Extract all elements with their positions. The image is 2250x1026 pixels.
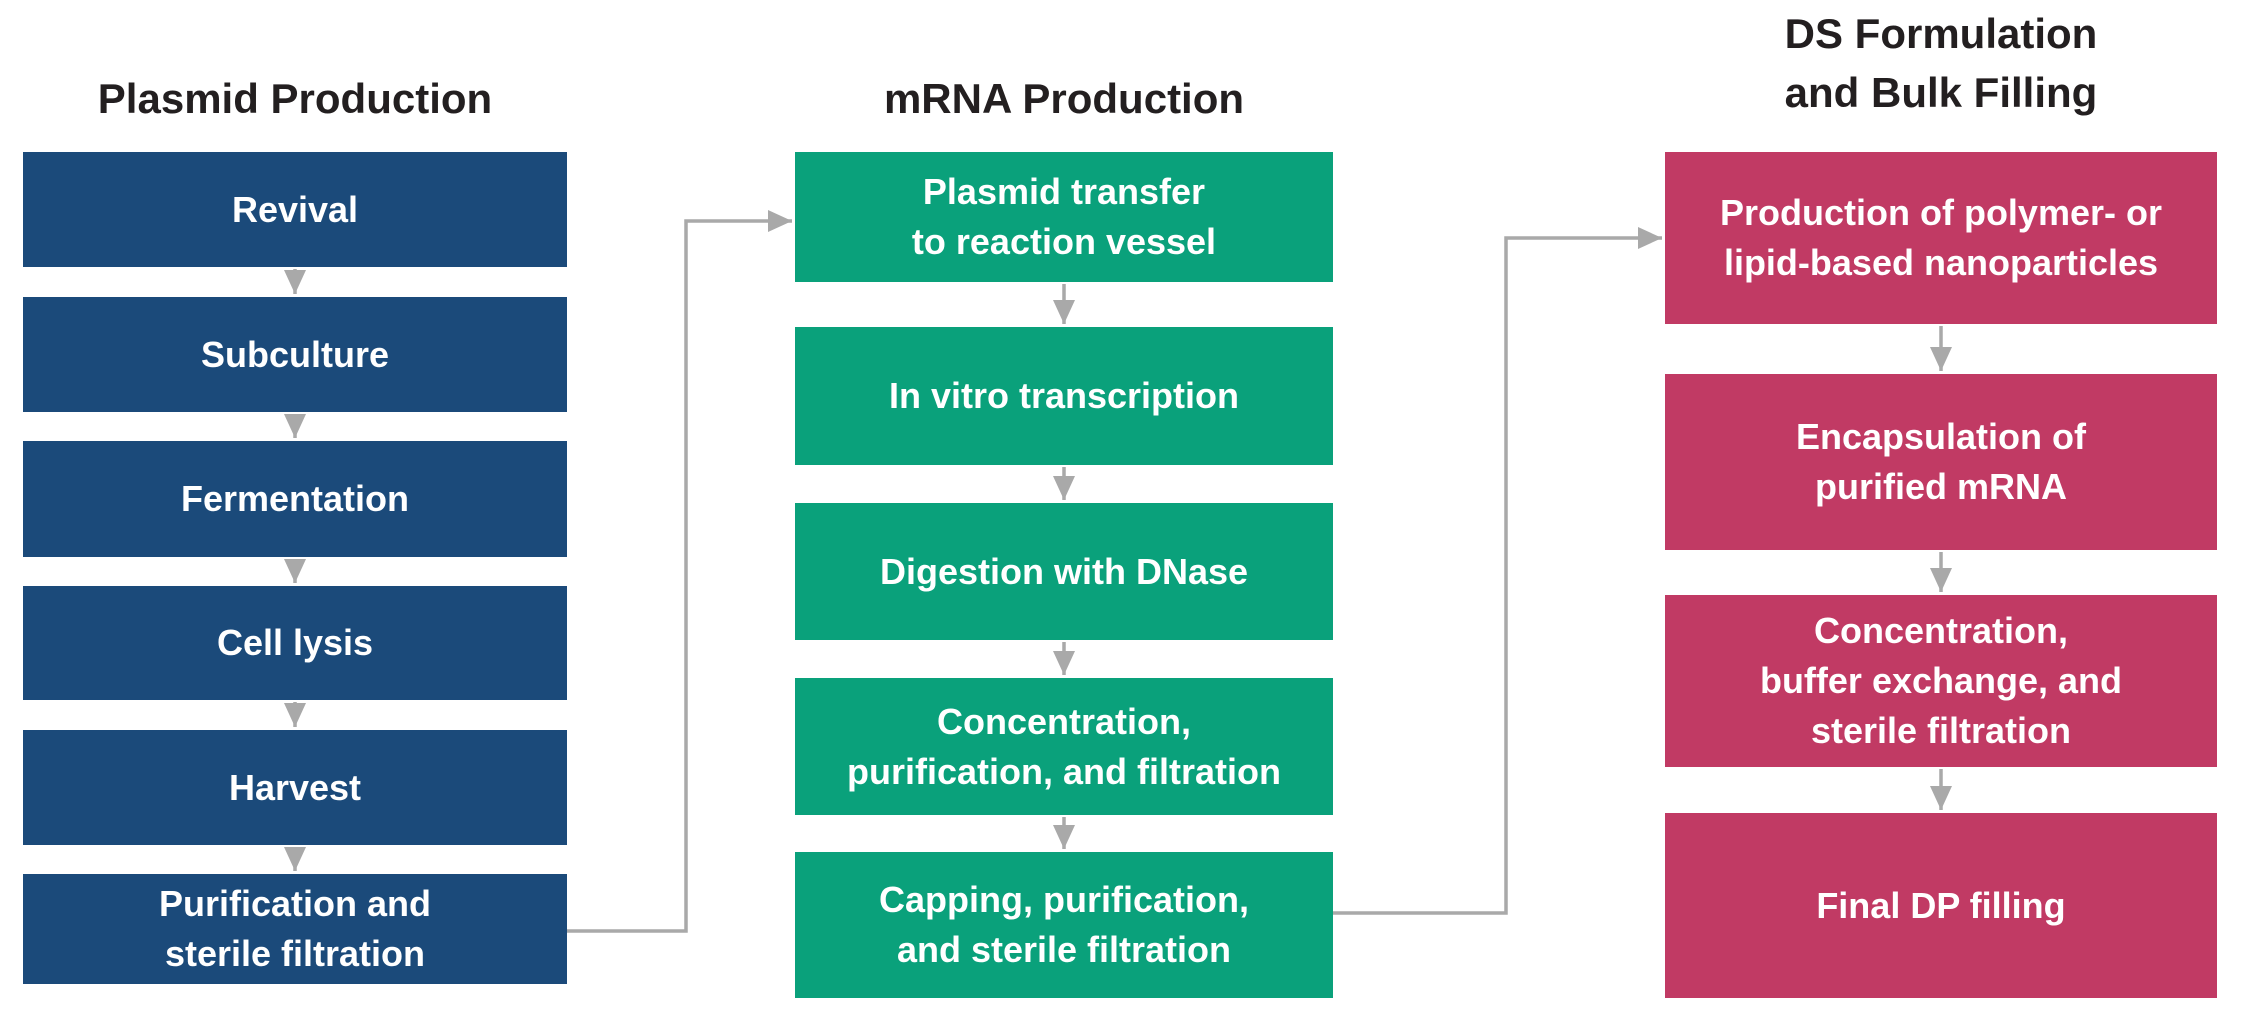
connector-plasmid-to-mrna [567,210,792,933]
column-header-mrna-production: mRNA Production [883,75,1245,122]
flow-box-revival: Revival [23,152,567,267]
flow-box-plasmid-transfer: Plasmid transfer to reaction vessel [795,152,1333,282]
flow-box-capping-purification: Capping, purification, and sterile filtr… [795,852,1333,998]
flow-box-nanoparticle-production: Production of polymer- or lipid-based na… [1665,152,2217,324]
flow-box-harvest: Harvest [23,730,567,845]
column-header-ds-formulation: DS Formulation and Bulk Filling [1784,10,2098,116]
flow-box-purification-sterile-filtration: Purification and sterile filtration [23,874,567,984]
flow-box-in-vitro-transcription: In vitro transcription [795,327,1333,465]
flow-box-final-dp-filling: Final DP filling [1665,813,2217,998]
flow-box-fermentation: Fermentation [23,441,567,557]
column-header-plasmid-production: Plasmid Production [97,75,493,122]
flow-box-encapsulation: Encapsulation of purified mRNA [1665,374,2217,550]
flow-box-subculture: Subculture [23,297,567,412]
connector-mrna-to-ds-formulation [1333,227,1662,915]
flow-box-concentration-buffer-exchange: Concentration, buffer exchange, and ster… [1665,595,2217,767]
flow-box-digestion-dnase: Digestion with DNase [795,503,1333,640]
flow-box-cell-lysis: Cell lysis [23,586,567,700]
flow-box-concentration-purification-filtration: Concentration, purification, and filtrat… [795,678,1333,815]
